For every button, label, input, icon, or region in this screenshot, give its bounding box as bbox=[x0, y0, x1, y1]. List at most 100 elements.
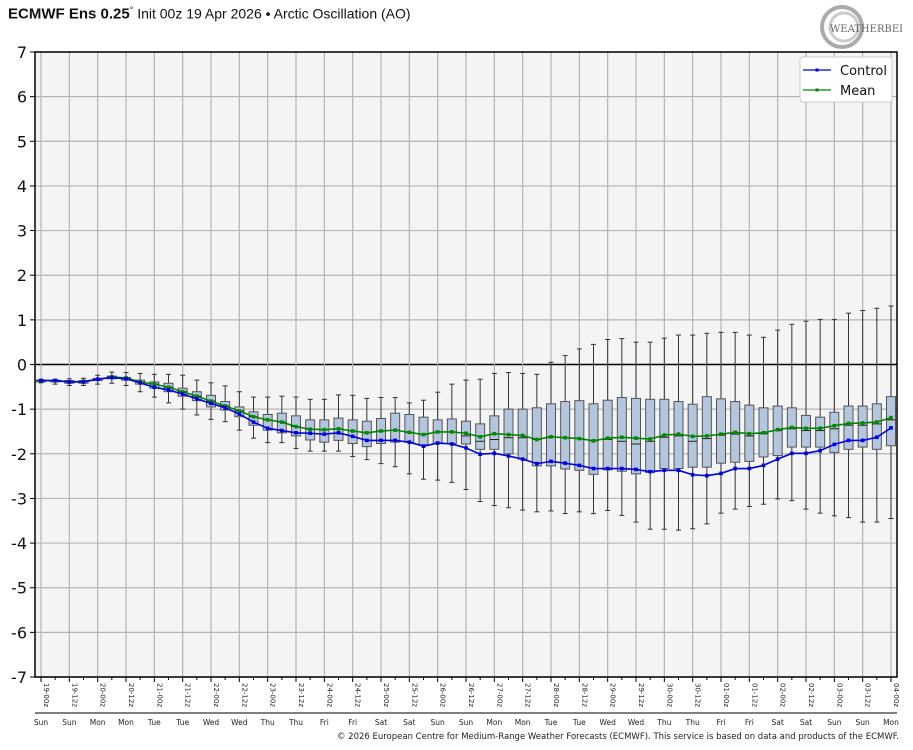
x-tick-label: 24-00z bbox=[325, 683, 333, 707]
iqr-box bbox=[404, 414, 415, 443]
grid bbox=[34, 51, 898, 678]
x-tick-label: 29-12z bbox=[637, 683, 645, 707]
mean-point bbox=[478, 435, 482, 439]
title-model: ECMWF Ens 0.25 bbox=[8, 5, 130, 23]
y-tick-label: 4 bbox=[17, 177, 27, 196]
mean-point bbox=[393, 428, 397, 432]
series-lines bbox=[39, 375, 893, 478]
box-plot bbox=[829, 318, 840, 517]
control-point bbox=[846, 438, 851, 443]
x-day-label: Sun bbox=[34, 718, 49, 727]
x-tick-label: 25-00z bbox=[382, 683, 390, 707]
x-tick-label: 22-12z bbox=[240, 683, 248, 707]
mean-point bbox=[450, 430, 454, 434]
mean-point bbox=[889, 415, 893, 420]
mean-point bbox=[676, 432, 681, 436]
control-point bbox=[265, 426, 270, 431]
copyright-footer: © 2026 European Centre for Medium-Range … bbox=[336, 732, 899, 742]
control-point bbox=[223, 406, 227, 410]
control-point bbox=[605, 466, 610, 471]
control-point bbox=[775, 457, 780, 461]
y-tick-label: 7 bbox=[17, 43, 27, 62]
y-tick-label: 5 bbox=[17, 132, 27, 151]
legend-label: Control bbox=[840, 64, 887, 79]
control-point bbox=[294, 431, 298, 435]
x-tick-label: 19-00z bbox=[42, 683, 50, 707]
x-tick-label: 30-00z bbox=[665, 683, 673, 707]
box-plot bbox=[531, 373, 542, 513]
iqr-box bbox=[531, 407, 542, 467]
x-day-label: Thu bbox=[260, 718, 275, 727]
mean-point bbox=[790, 425, 794, 430]
box-plot bbox=[716, 331, 726, 514]
control-point bbox=[124, 376, 128, 381]
control-point bbox=[237, 412, 242, 416]
control-point bbox=[733, 466, 737, 471]
box-plot bbox=[857, 309, 868, 523]
iqr-box bbox=[602, 399, 613, 471]
x-tick-label: 28-00z bbox=[552, 683, 560, 707]
box-plot bbox=[701, 332, 712, 525]
control-point bbox=[648, 469, 652, 474]
x-day-label: Sat bbox=[403, 718, 415, 727]
control-point bbox=[705, 473, 709, 478]
mean-point bbox=[492, 431, 497, 436]
control-point bbox=[180, 392, 185, 396]
x-day-label: Tue bbox=[572, 718, 586, 727]
mean-point bbox=[535, 437, 539, 442]
legend-label: Mean bbox=[840, 84, 875, 99]
mean-point bbox=[605, 436, 610, 440]
y-tick-label: -6 bbox=[11, 623, 27, 642]
y-tick-label: 3 bbox=[17, 222, 27, 241]
y-tick-label: -7 bbox=[11, 668, 27, 687]
y-tick-label: -4 bbox=[11, 534, 27, 553]
x-tick-label: 03-00z bbox=[835, 683, 843, 707]
mean-point bbox=[648, 437, 652, 441]
control-point bbox=[690, 472, 695, 477]
x-tick-label: 28-12z bbox=[580, 683, 588, 707]
control-point bbox=[195, 397, 199, 401]
iqr-box bbox=[701, 396, 712, 468]
x-day-label: Wed bbox=[599, 718, 616, 727]
y-tick-label: -2 bbox=[11, 445, 27, 464]
mean-point bbox=[209, 399, 213, 403]
y-tick-label: 2 bbox=[17, 266, 27, 285]
control-point bbox=[747, 466, 752, 471]
control-point bbox=[53, 378, 57, 383]
x-day-label: Fri bbox=[348, 718, 357, 727]
mean-point bbox=[322, 427, 327, 432]
mean-point bbox=[195, 394, 199, 398]
x-tick-label: 02-12z bbox=[807, 683, 815, 707]
control-point bbox=[308, 431, 312, 436]
x-day-label: Sun bbox=[856, 718, 871, 727]
mean-point bbox=[152, 382, 157, 386]
iqr-box bbox=[503, 408, 514, 455]
mean-point bbox=[407, 430, 412, 435]
control-point bbox=[662, 468, 667, 473]
control-point bbox=[350, 434, 355, 439]
x-tick-label: 27-12z bbox=[524, 683, 532, 707]
x-tick-label: 01-00z bbox=[722, 683, 730, 707]
x-day-label: Tue bbox=[544, 718, 558, 727]
mean-point bbox=[719, 432, 723, 436]
mean-point bbox=[251, 414, 256, 419]
mean-point bbox=[846, 421, 851, 426]
x-tick-label: 23-00z bbox=[269, 683, 277, 707]
control-point bbox=[464, 446, 468, 450]
mean-point bbox=[563, 435, 567, 440]
control-point bbox=[322, 432, 327, 436]
box-plot bbox=[631, 341, 641, 523]
svg-text:WEATHERBELL: WEATHERBELL bbox=[830, 24, 902, 35]
x-day-label: Sun bbox=[459, 718, 474, 727]
control-point bbox=[421, 444, 426, 448]
mean-point bbox=[690, 434, 695, 439]
control-point bbox=[379, 438, 383, 443]
x-day-label: Tue bbox=[147, 718, 161, 727]
x-tick-label: 20-12z bbox=[127, 683, 135, 707]
control-point bbox=[549, 459, 553, 464]
box-plot bbox=[815, 318, 826, 514]
iqr-box bbox=[716, 398, 726, 464]
control-point bbox=[634, 467, 638, 472]
control-point bbox=[365, 438, 369, 443]
control-point bbox=[152, 385, 157, 390]
